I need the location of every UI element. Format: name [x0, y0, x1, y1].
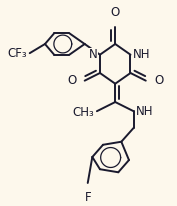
Text: O: O — [111, 6, 120, 19]
Text: O: O — [154, 74, 163, 87]
Text: NH: NH — [136, 105, 153, 118]
Text: F: F — [84, 191, 91, 204]
Text: N: N — [89, 48, 98, 61]
Text: O: O — [67, 74, 76, 87]
Text: CH₃: CH₃ — [73, 106, 95, 119]
Text: CF₃: CF₃ — [8, 47, 27, 60]
Text: NH: NH — [133, 48, 150, 61]
